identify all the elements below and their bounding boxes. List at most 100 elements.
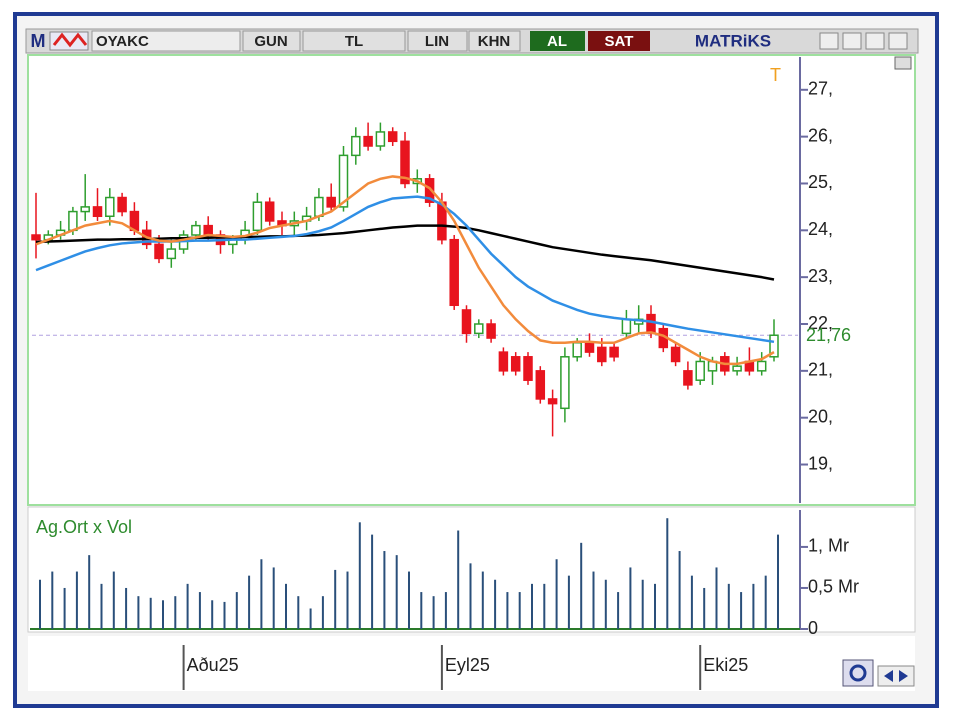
volume-bar: [198, 592, 201, 629]
volume-bar: [654, 583, 656, 629]
candle-body: [68, 210, 78, 232]
candle-body: [314, 196, 324, 218]
symbol-box[interactable]: [91, 30, 241, 52]
candle-body: [252, 201, 263, 232]
brand: MATRiKS: [695, 31, 771, 50]
volume-bar: [321, 596, 324, 629]
price-panel: [27, 54, 916, 506]
candle-body: [154, 243, 164, 260]
last-price-label: 21,76: [806, 325, 851, 345]
moving-average: [35, 175, 775, 366]
volume-bar: [567, 575, 570, 629]
candle-body: [523, 356, 533, 381]
currency-button[interactable]: [302, 30, 406, 52]
candle-body: [117, 196, 127, 213]
volume-bar: [629, 567, 632, 629]
x-tick-label: Eyl25: [445, 655, 490, 675]
candle-body: [80, 206, 90, 213]
volume-bar: [358, 522, 361, 629]
volume-bar: [469, 563, 472, 629]
candle-body: [338, 154, 349, 208]
volume-bar: [604, 579, 607, 629]
period-button[interactable]: [242, 30, 301, 52]
volume-bar: [162, 600, 164, 629]
volume-bar: [383, 551, 386, 629]
volume-bar: [235, 592, 238, 629]
sell-button[interactable]: [588, 31, 650, 51]
candle-body: [756, 360, 767, 372]
y-tick-label: 1, Mr: [808, 536, 849, 556]
y-tick-label: 0,5 Mr: [808, 577, 859, 597]
volume-bar: [100, 583, 103, 629]
volume-bar: [494, 579, 497, 629]
volume-bar: [125, 587, 128, 629]
volume-bar: [506, 592, 509, 629]
candle-body: [474, 323, 484, 335]
volume-bar: [457, 530, 460, 629]
volume-bar: [408, 571, 410, 629]
volume-bar: [678, 551, 681, 629]
scale-button[interactable]: [407, 30, 468, 52]
volume-bar: [223, 601, 226, 629]
volume-bar: [285, 583, 287, 629]
candle-body: [732, 365, 742, 372]
y-tick-label: 23,: [808, 266, 833, 286]
candle-body: [191, 224, 201, 236]
period: GUN: [254, 33, 287, 50]
style-button[interactable]: [468, 30, 521, 52]
volume-bar: [309, 608, 312, 629]
candle-body: [449, 238, 459, 307]
volume-bar: [727, 583, 730, 629]
candle-body: [535, 370, 546, 400]
y-tick-label: 24,: [808, 219, 833, 239]
panel-button[interactable]: [894, 56, 912, 70]
volume-bar: [395, 555, 398, 629]
volume-bar: [272, 567, 275, 629]
y-tick-label: 22,: [808, 313, 833, 333]
candle-body: [695, 360, 705, 381]
y-tick-label: 0: [808, 618, 818, 638]
volume-bar: [690, 575, 693, 629]
volume-bar: [260, 559, 263, 629]
candle-body: [264, 201, 275, 222]
y-tick-label: 19,: [808, 453, 833, 473]
window-buttons[interactable]: [819, 32, 908, 50]
y-tick-label: 20,: [808, 406, 833, 426]
candle-body: [92, 206, 103, 218]
volume-bar: [777, 534, 779, 629]
volume-bar: [518, 592, 521, 629]
volume-bar: [764, 575, 767, 629]
candle-body: [609, 346, 619, 358]
logo: M: [31, 31, 46, 51]
candle-body: [461, 309, 472, 335]
volume-bar: [63, 587, 66, 629]
volume-bar: [51, 571, 54, 629]
candle-body: [351, 135, 361, 157]
volume-bar: [641, 579, 644, 629]
volume-title: Ag.Ort x Vol: [36, 517, 132, 537]
volume-bar: [88, 555, 91, 629]
candle-body: [510, 356, 521, 372]
volume-bar: [174, 596, 177, 629]
buy-button[interactable]: [530, 31, 585, 51]
candle-body: [560, 356, 570, 410]
nav-buttons[interactable]: [842, 659, 915, 687]
candle-body: [498, 351, 509, 372]
volume-bar: [617, 592, 620, 629]
candle-body: [584, 341, 595, 353]
y-tick-label: 26,: [808, 125, 833, 145]
volume-bar: [346, 571, 349, 629]
candle-body: [486, 323, 496, 339]
candle-body: [166, 248, 177, 260]
volume-bar: [137, 596, 140, 629]
moving-average: [35, 224, 775, 281]
volume-bar: [248, 575, 251, 629]
volume-bar: [481, 571, 484, 629]
y-tick-label: 27,: [808, 79, 833, 99]
volume-bar: [555, 559, 558, 629]
volume-bar: [592, 571, 595, 629]
candle-body: [597, 346, 607, 363]
scale: LIN: [425, 33, 449, 50]
y-tick-label: 21,: [808, 360, 833, 380]
